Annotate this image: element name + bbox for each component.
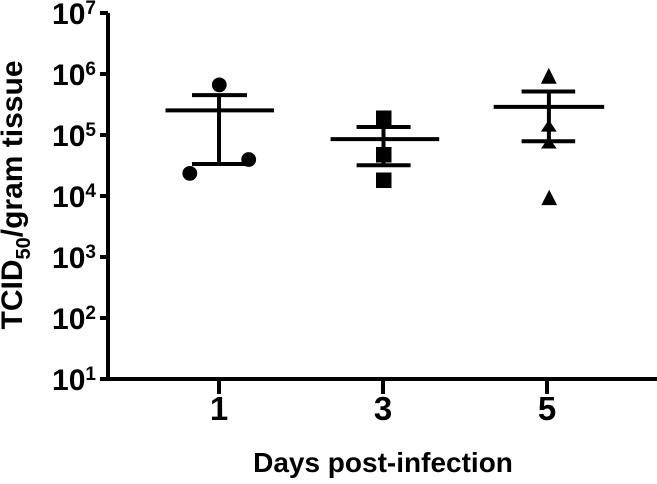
svg-text:3: 3 (374, 390, 392, 427)
svg-text:106: 106 (52, 59, 96, 92)
svg-text:102: 102 (52, 303, 96, 336)
svg-text:5: 5 (538, 390, 556, 427)
svg-text:1: 1 (210, 390, 228, 427)
svg-text:103: 103 (52, 242, 96, 275)
svg-text:104: 104 (52, 181, 96, 214)
svg-text:TCID50/gram tissue: TCID50/gram tissue (0, 61, 35, 330)
svg-text:107: 107 (52, 0, 96, 31)
svg-text:101: 101 (52, 364, 96, 397)
svg-text:105: 105 (52, 120, 96, 153)
svg-text:Days post-infection: Days post-infection (253, 447, 513, 478)
